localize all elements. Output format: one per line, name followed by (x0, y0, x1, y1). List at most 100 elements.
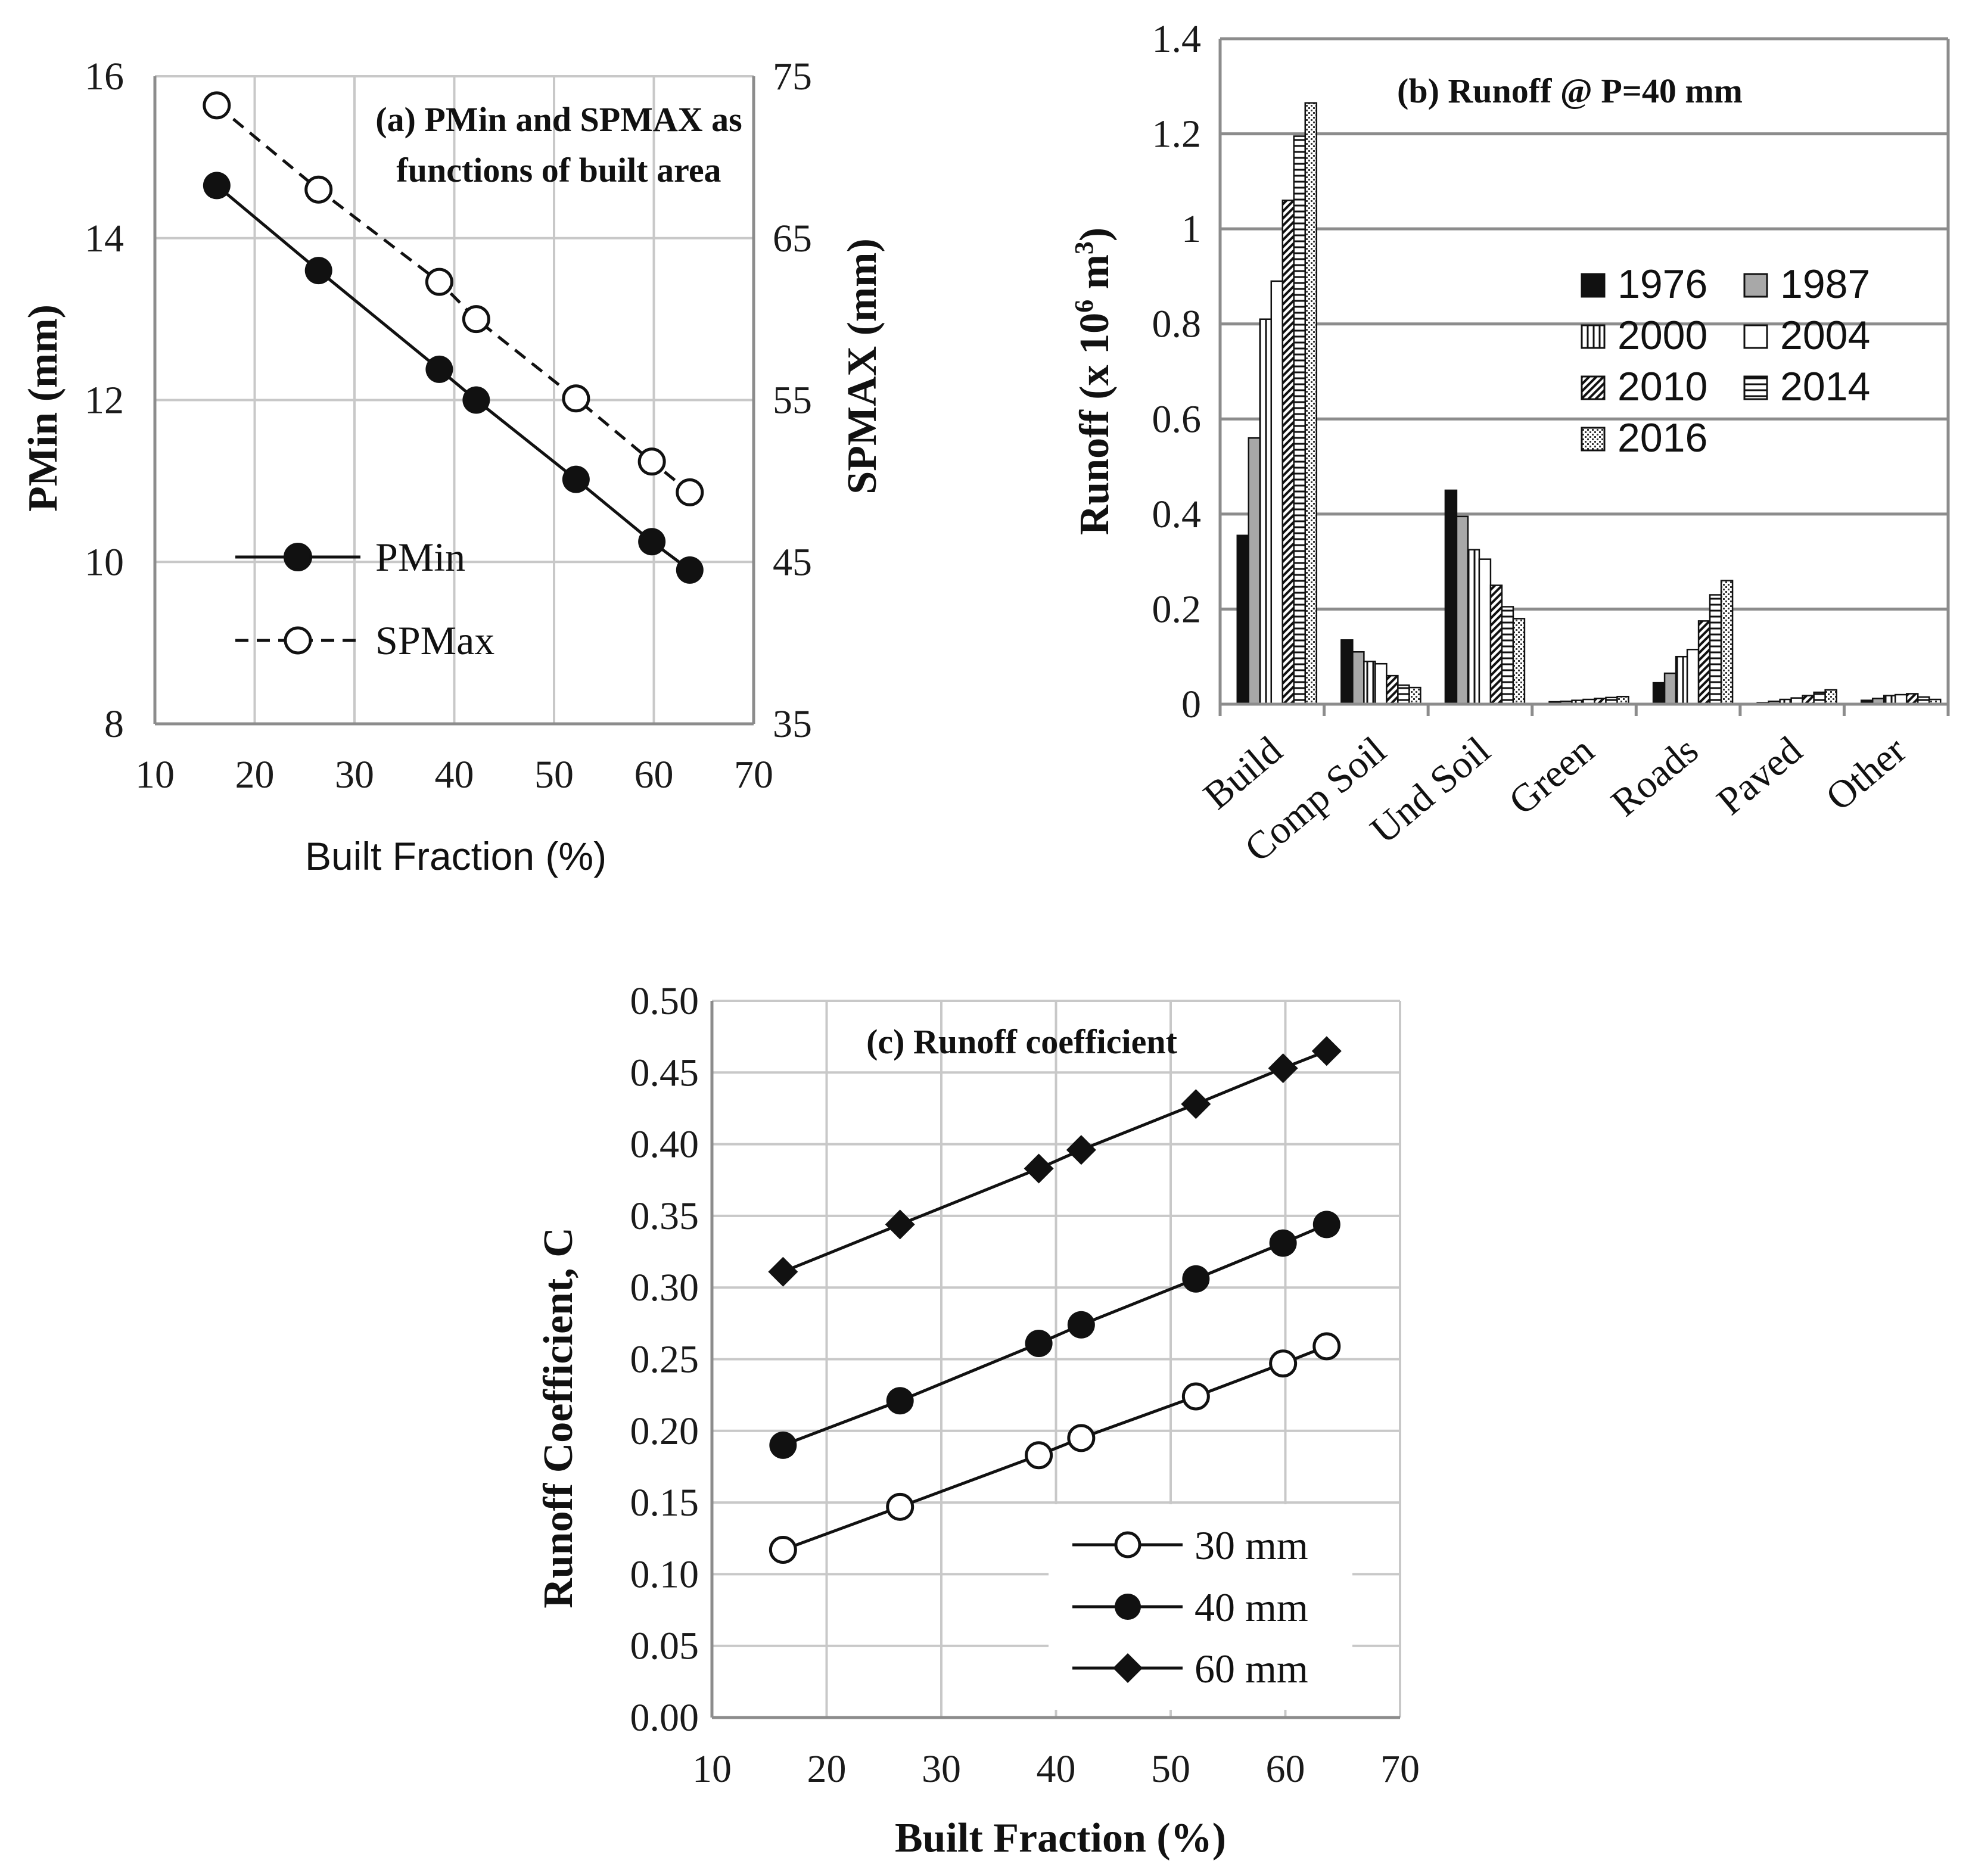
chart-c-point-30-mm (1067, 1424, 1096, 1452)
chart-c-point-30-mm (1312, 1332, 1341, 1361)
bar-build-1987 (1248, 437, 1261, 705)
legend-swatch-2016 (1581, 427, 1606, 452)
chart-a-ytick-16: 16 (85, 55, 124, 98)
chart-c-point-40-mm (1182, 1265, 1210, 1293)
bar-roads-1976 (1652, 682, 1666, 705)
chart-a-ytick-8: 8 (104, 702, 124, 746)
chart-a-grid (155, 75, 754, 724)
bar-build-2004 (1270, 280, 1284, 705)
legend-swatch-2004 (1743, 324, 1768, 349)
chart-c-point-40-mm (769, 1431, 797, 1459)
chart-c-ytick-0.50: 0.50 (630, 979, 699, 1023)
chart-c-tick-labels: 10 20 30 40 50 60 70 0.00 0.05 0.10 0.15 0.20 0.25 0.… (630, 979, 1420, 1791)
chart-a-ytick-10: 10 (85, 540, 124, 584)
chart-c-xtick-40: 40 (1037, 1747, 1076, 1791)
chart-c-x-axis-label: Built Fraction (%) (895, 1815, 1226, 1861)
chart-b-axes (1218, 39, 1950, 716)
chart-a-point-spmax (203, 91, 231, 120)
chart-c-ytick-0.35: 0.35 (630, 1194, 699, 1238)
bar-comp-soil-2014 (1397, 684, 1410, 705)
legend-label-1976: 1976 (1617, 262, 1707, 307)
chart-a-title-line2: functions of built area (396, 151, 721, 189)
chart-b-y-axis-label: Runoff (x 106 m3) (1069, 228, 1118, 535)
chart-c-ytick-0.30: 0.30 (630, 1266, 699, 1309)
legend-label-2000: 2000 (1617, 313, 1707, 358)
chart-b-category-roads: Roads (1603, 729, 1706, 825)
bar-roads-1987 (1663, 672, 1677, 705)
chart-b-title: (b) Runoff @ P=40 mm (1397, 71, 1743, 110)
chart-a-xtick-30: 30 (335, 753, 374, 797)
legend-30mm-label: 30 mm (1195, 1523, 1308, 1568)
chart-b-ylabel-post: ) (1072, 228, 1118, 241)
chart-a-xtick-70: 70 (734, 753, 773, 797)
chart-a-xtick-50: 50 (534, 753, 574, 797)
chart-a-legend: PMin SPMax (235, 534, 494, 663)
legend-pmin: PMin (235, 534, 465, 580)
bar-other-2010 (1905, 693, 1919, 705)
legend-spmax-label: SPMax (375, 618, 494, 663)
legend-60mm-label: 60 mm (1195, 1646, 1308, 1691)
chart-a-series (203, 91, 704, 584)
chart-a-y-axis-label: PMin (mm) (20, 304, 66, 512)
chart-c-point-30-mm (769, 1535, 797, 1564)
chart-a-xtick-10: 10 (135, 753, 175, 797)
chart-c-legend: 30 mm 40 mm 60 mm (1072, 1523, 1308, 1691)
chart-b-ytick-0.8: 0.8 (1152, 303, 1202, 346)
chart-c-point-30-mm (1269, 1349, 1298, 1378)
chart-c-point-60-mm (1024, 1153, 1054, 1184)
chart-c-point-40-mm (1269, 1229, 1297, 1257)
legend-swatch-1976 (1581, 273, 1606, 298)
chart-c-ytick-0.45: 0.45 (630, 1051, 699, 1094)
chart-c-xtick-20: 20 (807, 1747, 847, 1791)
legend-swatch-2010 (1581, 375, 1606, 400)
bar-build-2010 (1281, 200, 1295, 705)
chart-b-ytick-0.6: 0.6 (1152, 397, 1202, 441)
legend-label-2016: 2016 (1617, 415, 1707, 461)
chart-a-y2tick-65: 65 (773, 217, 812, 260)
bar-build-2014 (1293, 135, 1307, 705)
bar-comp-soil-1976 (1340, 639, 1354, 705)
chart-a-ytick-12: 12 (85, 379, 124, 422)
legend-40mm: 40 mm (1072, 1585, 1308, 1630)
chart-c-y-axis-label: Runoff Coefficient, C (536, 1227, 581, 1609)
chart-b-ytick-0: 0 (1181, 683, 1201, 726)
chart-a-y2tick-35: 35 (773, 702, 812, 746)
chart-a-ytick-14: 14 (85, 217, 124, 260)
chart-c-ytick-0.10: 0.10 (630, 1553, 699, 1596)
bar-comp-soil-2010 (1386, 674, 1399, 705)
chart-b-ytick-1: 1 (1181, 207, 1201, 251)
chart-a-xtick-60: 60 (634, 753, 674, 797)
legend-swatch-2000 (1581, 324, 1606, 349)
chart-c-ytick-0.40: 0.40 (630, 1123, 699, 1166)
bar-und-soil-2016 (1512, 618, 1526, 705)
chart-b-category-other: Other (1818, 729, 1914, 820)
chart-c-title: (c) Runoff coefficient (866, 1022, 1177, 1061)
legend-30mm: 30 mm (1072, 1523, 1308, 1568)
chart-c-point-40-mm (1025, 1330, 1053, 1358)
chart-a-y2-axis-label: SPMAX (mm) (839, 238, 885, 494)
chart-c-xtick-60: 60 (1266, 1747, 1305, 1791)
bar-und-soil-1976 (1444, 489, 1458, 705)
chart-c-xtick-10: 10 (692, 1747, 732, 1791)
chart-b-ylabel-sup1: 6 (1069, 300, 1099, 313)
chart-c-point-30-mm (1025, 1441, 1053, 1470)
bar-build-2016 (1304, 102, 1318, 705)
bar-comp-soil-1987 (1352, 651, 1365, 705)
chart-c-ytick-0.15: 0.15 (630, 1481, 699, 1525)
chart-c-point-40-mm (1312, 1211, 1340, 1239)
chart-c-axes (710, 1001, 1400, 1719)
chart-a-point-spmax (304, 175, 333, 204)
chart-a-point-spmax (637, 447, 666, 476)
bar-comp-soil-2004 (1374, 662, 1388, 705)
bar-paved-2016 (1824, 689, 1837, 705)
bar-comp-soil-2000 (1363, 660, 1376, 705)
chart-a-y2tick-45: 45 (773, 540, 812, 584)
chart-b-ytick-1.4: 1.4 (1152, 17, 1202, 61)
legend-label-2010: 2010 (1617, 364, 1707, 409)
legend-swatch-2014 (1743, 375, 1768, 400)
bar-comp-soil-2016 (1408, 686, 1421, 705)
bar-roads-2004 (1686, 648, 1700, 705)
